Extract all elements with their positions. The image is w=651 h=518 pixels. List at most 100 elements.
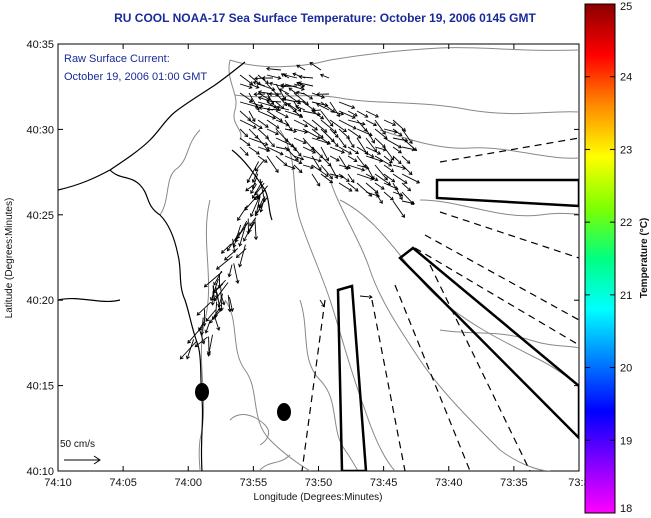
current-vector-arrow bbox=[266, 155, 279, 173]
current-vector-arrow bbox=[239, 83, 253, 89]
current-vector-arrow bbox=[365, 128, 375, 144]
current-vector-arrow bbox=[185, 339, 195, 360]
current-vector-arrow bbox=[401, 182, 412, 192]
current-vector-arrow bbox=[204, 320, 211, 334]
current-vector-arrow bbox=[329, 110, 345, 116]
current-vector-arrow bbox=[266, 92, 275, 106]
x-tick-label: 73:45 bbox=[370, 477, 398, 489]
current-vector-arrow bbox=[338, 182, 353, 192]
bathymetry-contours bbox=[159, 47, 579, 471]
current-vector-arrow bbox=[286, 103, 298, 111]
current-vector-arrow bbox=[293, 155, 305, 161]
current-vector-arrow bbox=[216, 256, 233, 270]
current-vector-arrow bbox=[329, 155, 340, 162]
current-vector-arrow bbox=[220, 243, 232, 254]
x-tick-label: 73:35 bbox=[500, 477, 528, 489]
current-vector-arrow bbox=[392, 146, 402, 154]
current-vector-arrow bbox=[249, 195, 261, 218]
current-vector-arrow bbox=[338, 101, 356, 110]
current-vector-arrow bbox=[338, 128, 350, 139]
current-vector-arrow bbox=[205, 309, 217, 322]
current-vector-arrow bbox=[281, 97, 298, 103]
current-label: Raw Surface Current: bbox=[64, 53, 170, 65]
current-vector-arrow bbox=[246, 218, 251, 235]
current-vector-arrow bbox=[239, 92, 254, 102]
current-vector-arrow bbox=[239, 137, 251, 146]
current-vector-arrow bbox=[284, 155, 303, 165]
current-vector-arrow bbox=[266, 107, 282, 112]
current-vector-arrow bbox=[338, 119, 357, 130]
y-axis-ticks: 40:35 40:30 40:25 40:20 40:15 40:10 bbox=[26, 39, 579, 478]
current-vector-arrow bbox=[233, 263, 240, 284]
current-vector-arrow bbox=[238, 244, 246, 268]
current-vector-arrow bbox=[245, 182, 257, 192]
current-vector-arrow bbox=[253, 92, 266, 97]
current-vector-arrow bbox=[392, 155, 402, 165]
colorbar-tick-label: 22 bbox=[620, 217, 632, 229]
current-vector-arrow bbox=[320, 110, 334, 127]
coastline bbox=[58, 61, 273, 471]
current-vector-arrow bbox=[293, 164, 303, 174]
current-vector-arrow bbox=[239, 119, 257, 129]
current-vector-arrow bbox=[319, 73, 330, 79]
current-vector-arrow bbox=[338, 137, 347, 149]
current-vector-arrow bbox=[214, 316, 221, 331]
current-vector-arrow bbox=[374, 137, 386, 148]
current-vector-arrow bbox=[296, 64, 306, 71]
current-vector-arrow bbox=[198, 327, 206, 345]
plot-frame bbox=[57, 43, 580, 472]
current-vector-arrow bbox=[288, 87, 298, 95]
current-vector-arrow bbox=[248, 146, 260, 155]
current-vector-arrow bbox=[257, 119, 269, 128]
current-vector-arrow bbox=[383, 173, 396, 183]
current-vector-arrow bbox=[275, 110, 289, 119]
current-vector-arrow bbox=[374, 164, 388, 181]
current-vector-arrow bbox=[347, 110, 358, 117]
current-vector-arrow bbox=[254, 182, 265, 196]
current-vector-arrow bbox=[329, 101, 340, 118]
disposal-site-marker bbox=[195, 383, 209, 401]
current-vector-arrow bbox=[374, 119, 386, 135]
current-vector-arrow bbox=[278, 88, 290, 95]
colorbar-tick-label: 25 bbox=[620, 1, 632, 13]
current-vector-arrow bbox=[311, 110, 325, 120]
map-title: RU COOL NOAA-17 Sea Surface Temperature:… bbox=[114, 11, 536, 25]
current-vector-arrow bbox=[217, 293, 224, 308]
current-vector-arrow bbox=[329, 137, 339, 148]
scale-arrow bbox=[64, 455, 101, 465]
current-vector-arrow bbox=[257, 128, 269, 140]
current-vector-arrow bbox=[213, 270, 223, 286]
current-vector-arrow bbox=[227, 264, 233, 278]
current-vector-arrow bbox=[266, 119, 280, 129]
current-vector-arrow bbox=[338, 164, 351, 170]
x-tick-label: 73:50 bbox=[305, 477, 333, 489]
current-vector-arrow bbox=[257, 146, 271, 153]
x-axis-ticks: 74:10 74:05 74:00 73:55 73:50 73:45 73:40 73:35… bbox=[44, 44, 590, 489]
current-vector-arrow bbox=[319, 299, 325, 308]
x-tick-label: 73:55 bbox=[240, 477, 268, 489]
current-vector-arrow bbox=[338, 146, 353, 155]
current-vector-arrow bbox=[251, 169, 259, 184]
current-vector-arrow bbox=[383, 191, 394, 201]
y-tick-label: 40:10 bbox=[26, 466, 54, 478]
current-vector-arrow bbox=[243, 221, 255, 242]
dashed-boundaries bbox=[301, 137, 579, 471]
current-vector-arrow bbox=[302, 119, 318, 131]
x-tick-label: 74:05 bbox=[109, 477, 137, 489]
current-vector-arrow bbox=[252, 80, 266, 87]
current-vector-arrow bbox=[356, 110, 369, 118]
y-tick-label: 40:15 bbox=[26, 381, 54, 393]
colorbar-tick-label: 19 bbox=[620, 435, 632, 447]
current-vector-arrow bbox=[311, 119, 328, 133]
current-vector-arrow bbox=[248, 119, 263, 129]
current-vector-arrow bbox=[248, 137, 269, 146]
current-vector-arrow bbox=[356, 137, 369, 156]
current-vector-arrow bbox=[203, 271, 223, 288]
current-vector-arrow bbox=[311, 128, 324, 139]
y-tick-label: 40:25 bbox=[26, 210, 54, 222]
current-vector-arrow bbox=[248, 110, 256, 123]
current-vector-arrow bbox=[401, 146, 416, 152]
current-vector-arrow bbox=[196, 301, 211, 316]
shipping-lane-outlines bbox=[336, 178, 579, 471]
current-vector-arrow bbox=[265, 66, 282, 71]
